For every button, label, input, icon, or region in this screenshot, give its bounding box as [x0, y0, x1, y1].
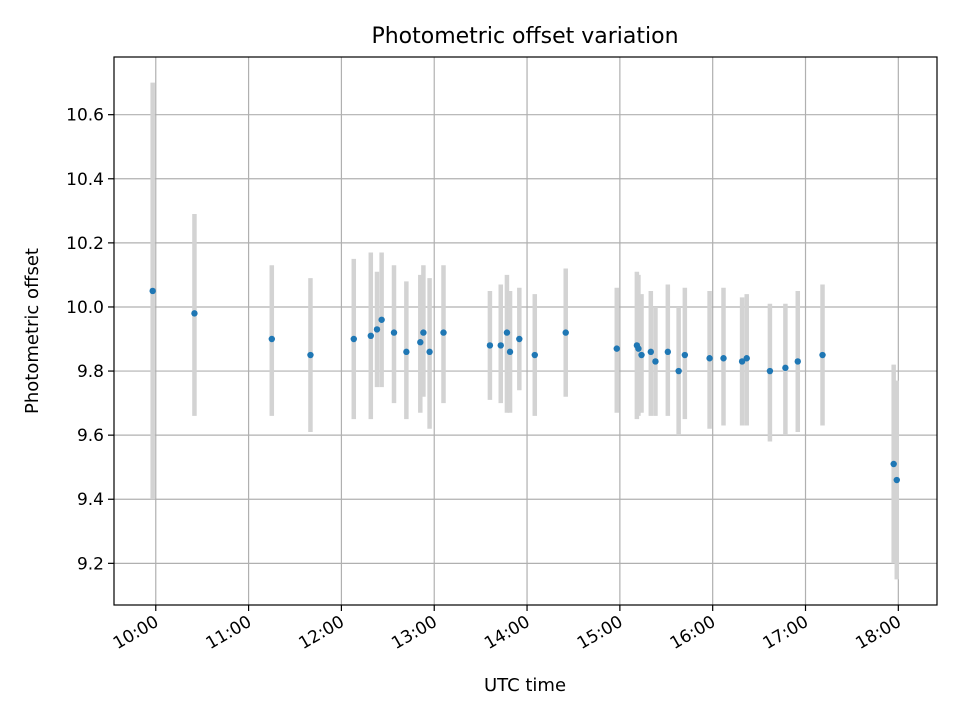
y-axis-ticks: 9.2 9.4 9.6 9.8 10.0 10.2 10.4 10.6: [66, 106, 114, 574]
data-point: [613, 345, 620, 352]
data-point: [652, 358, 659, 365]
y-axis-label: Photometric offset: [22, 248, 43, 414]
data-point: [647, 348, 655, 356]
data-point: [503, 329, 511, 336]
y-tick-label: 9.8: [77, 362, 104, 382]
data-point: [390, 329, 398, 336]
data-point: [191, 310, 198, 317]
data-point: [417, 339, 424, 346]
data-point: [367, 332, 375, 340]
y-tick-label: 10.4: [66, 170, 104, 190]
y-tick-label: 9.2: [77, 554, 104, 574]
y-tick-label: 10.6: [66, 106, 104, 126]
data-point: [373, 326, 381, 333]
y-tick-label: 9.6: [77, 426, 104, 446]
plot-frame: [113, 56, 938, 606]
data-point: [149, 287, 156, 295]
data-point: [743, 355, 750, 362]
data-point: [893, 476, 900, 484]
data-point: [307, 351, 314, 359]
data-point: [720, 355, 727, 362]
data-point: [350, 335, 357, 343]
y-tick-label: 9.4: [77, 490, 104, 510]
data-point: [378, 316, 385, 323]
data-point: [638, 351, 645, 359]
data-point: [819, 351, 826, 359]
data-point: [497, 342, 504, 349]
data-point: [506, 348, 514, 356]
y-tick-label: 10.2: [66, 234, 104, 254]
data-point: [403, 348, 410, 356]
data-point: [675, 367, 682, 375]
data-point: [426, 348, 433, 356]
x-axis-label: UTC time: [484, 675, 566, 696]
data-point: [706, 355, 713, 362]
y-tick-label: 10.0: [66, 298, 104, 318]
data-point: [516, 335, 523, 343]
data-point: [794, 358, 801, 365]
data-point: [635, 345, 642, 352]
data-point: [766, 367, 774, 375]
data-point: [664, 348, 672, 356]
data-point: [782, 364, 789, 372]
data-point: [268, 335, 275, 343]
data-point: [890, 460, 897, 468]
data-point: [440, 329, 447, 336]
data-point: [738, 358, 746, 365]
data-point: [420, 329, 427, 336]
data-point: [486, 342, 494, 349]
chart-title: Photometric offset variation: [371, 24, 678, 49]
data-point: [562, 329, 569, 336]
data-point: [681, 351, 689, 359]
data-point: [531, 351, 538, 359]
data-points: [149, 287, 900, 484]
